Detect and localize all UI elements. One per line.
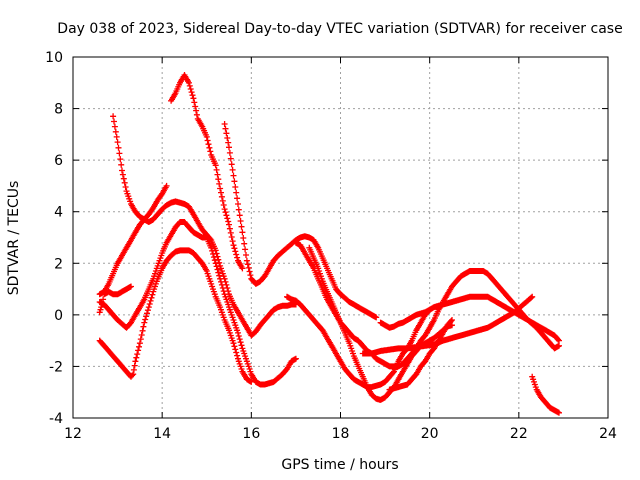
data-series-arc-2 — [96, 182, 170, 298]
data-point-markers — [168, 72, 246, 272]
data-series-arc-6 — [168, 72, 246, 272]
x-tick-label: 14 — [153, 426, 171, 442]
data-point-markers — [96, 283, 134, 316]
data-series-arc-14 — [529, 373, 562, 416]
y-tick-label: -2 — [49, 359, 63, 375]
x-tick-label: 20 — [421, 426, 439, 442]
x-tick-label: 18 — [332, 426, 350, 442]
data-series-arc-13 — [359, 293, 536, 357]
x-tick-label: 16 — [242, 426, 260, 442]
data-point-markers — [96, 182, 170, 298]
chart-title: Day 038 of 2023, Sidereal Day-to-day VTE… — [57, 21, 622, 37]
x-tick-label: 22 — [510, 426, 528, 442]
data-point-markers — [359, 293, 536, 357]
x-tick-label: 12 — [64, 426, 82, 442]
data-point-markers — [96, 219, 299, 388]
data-point-markers — [529, 373, 562, 416]
data-point-markers — [96, 247, 255, 385]
y-tick-label: 10 — [45, 50, 63, 66]
y-tick-label: 2 — [54, 256, 63, 272]
data-series-arc-3 — [96, 283, 134, 316]
data-series-arc-11 — [377, 306, 433, 331]
data-series-arc-7 — [221, 121, 380, 321]
x-axis-label: GPS time / hours — [281, 457, 398, 473]
data-point-markers — [110, 113, 299, 339]
data-point-markers — [221, 121, 380, 321]
y-tick-label: -4 — [49, 411, 63, 427]
data-series-arc-1 — [110, 113, 299, 339]
y-tick-label: 6 — [54, 153, 63, 169]
y-axis-label: SDTVAR / TECUs — [6, 181, 22, 296]
y-tick-label: 0 — [54, 308, 63, 324]
data-point-markers — [377, 306, 433, 331]
y-tick-label: 8 — [54, 102, 63, 118]
x-tick-label: 24 — [599, 426, 617, 442]
data-series-arc-5 — [96, 247, 255, 385]
data-series-arc-4 — [96, 219, 299, 388]
data-points — [96, 72, 562, 416]
y-tick-label: 4 — [54, 205, 63, 221]
